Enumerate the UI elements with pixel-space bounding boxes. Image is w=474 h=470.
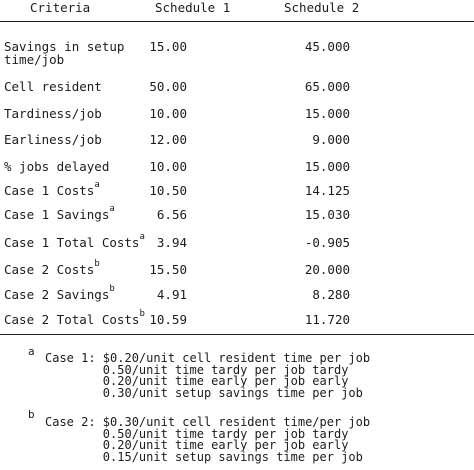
table-cell: 15.000 <box>304 159 350 174</box>
footnote-a: Case 1: $0.20/unit cell resident time pe… <box>45 351 371 400</box>
table-cell: 4.91 <box>156 287 187 302</box>
table-cell: 15.000 <box>304 106 350 121</box>
table-cell: 10.50 <box>149 183 187 198</box>
table-cell: 9.000 <box>312 132 350 147</box>
row-label: % jobs delayed <box>4 159 110 174</box>
footnote-marker: b <box>109 283 115 294</box>
table-cell: 11.720 <box>304 312 350 327</box>
table-cell: 10.00 <box>149 106 187 121</box>
row-label: Case 1 Total Costsa <box>4 231 145 250</box>
row-label: Case 2 Savingsb <box>4 283 115 302</box>
column-header-criteria: Criteria <box>30 0 91 15</box>
footnote-line: 0.20/unit time early per job early <box>45 438 349 453</box>
row-label: Case 1 Costsa <box>4 179 100 198</box>
table-cell: 50.00 <box>149 79 187 94</box>
table-cell: 10.59 <box>149 312 187 327</box>
footnote-line: 0.50/unit time tardy per job tardy <box>45 362 349 377</box>
header-rule <box>0 21 474 22</box>
footnote-mark-b: b <box>28 408 35 421</box>
table-cell: 3.94 <box>156 235 187 250</box>
table-cell: 20.000 <box>304 262 350 277</box>
footnote-line: 0.30/unit setup savings time per job <box>45 385 363 400</box>
row-label: Case 1 Savingsa <box>4 203 115 222</box>
table-bottom-rule <box>0 334 474 335</box>
column-header-schedule-2: Schedule 2 <box>284 0 360 15</box>
table-cell: 65.000 <box>304 79 350 94</box>
footnote-b: Case 2: $0.30/unit cell resident time/pe… <box>45 415 371 464</box>
footnote-line: Case 1: $0.20/unit cell resident time pe… <box>45 351 371 365</box>
row-label-savings-in-setup-cont: time/job <box>4 52 65 67</box>
footnote-line: 0.15/unit setup savings time per job <box>45 449 363 464</box>
footnote-marker: b <box>139 308 145 319</box>
table-cell: 8.280 <box>312 287 350 302</box>
footnote-line: 0.50/unit time tardy per job tardy <box>45 426 349 441</box>
table-cell: 15.00 <box>149 39 187 54</box>
table-cell: 45.000 <box>304 39 350 54</box>
table-cell: 15.50 <box>149 262 187 277</box>
footnote-line: 0.20/unit time early per job early <box>45 374 349 389</box>
row-label: Earliness/job <box>4 132 102 147</box>
table-cell: 15.030 <box>304 207 350 222</box>
footnote-mark-a: a <box>28 345 35 358</box>
table-cell: 10.00 <box>149 159 187 174</box>
row-label: Case 2 Total Costsb <box>4 308 145 327</box>
footnote-marker: a <box>139 231 145 242</box>
table-cell: -0.905 <box>304 235 350 250</box>
table-cell: 14.125 <box>304 183 350 198</box>
table-cell: 12.00 <box>149 132 187 147</box>
column-header-schedule-1: Schedule 1 <box>155 0 231 15</box>
footnote-marker: a <box>109 203 115 214</box>
row-label: Tardiness/job <box>4 106 102 121</box>
footnote-marker: b <box>94 258 100 269</box>
table-cell: 6.56 <box>156 207 187 222</box>
footnote-marker: a <box>94 179 100 190</box>
row-label-savings-in-setup: Savings in setup <box>4 39 125 54</box>
row-label: Case 2 Costsb <box>4 258 100 277</box>
footnote-line: Case 2: $0.30/unit cell resident time/pe… <box>45 415 371 429</box>
row-label: Cell resident <box>4 79 102 94</box>
